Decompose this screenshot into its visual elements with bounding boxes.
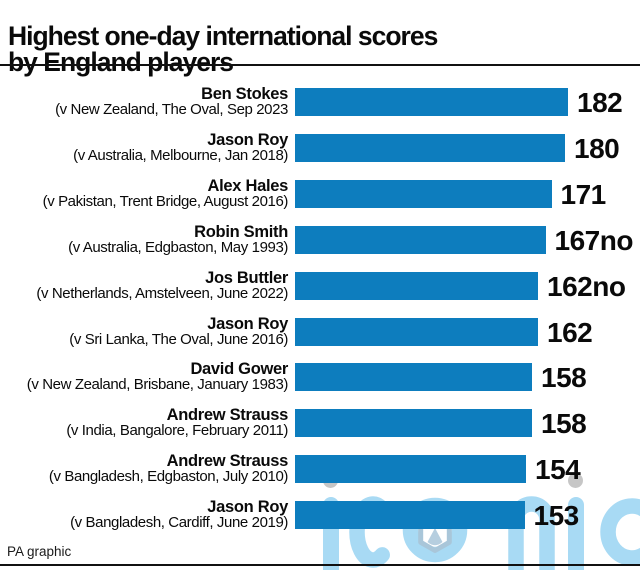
match-detail: (v Australia, Edgbaston, May 1993) (68, 239, 288, 256)
player-name: Andrew Strauss (166, 452, 289, 470)
chart-row: Andrew Strauss (v India, Bangalore, Febr… (0, 406, 640, 439)
row-labels: Jos Buttler (v Netherlands, Amstelveen, … (0, 269, 288, 302)
title-divider (0, 64, 640, 66)
chart-row: Jos Buttler (v Netherlands, Amstelveen, … (0, 269, 640, 302)
score-bar (295, 272, 538, 300)
bottom-divider (0, 564, 640, 566)
player-name: Alex Hales (207, 177, 289, 195)
chart-row: Alex Hales (v Pakistan, Trent Bridge, Au… (0, 177, 640, 210)
score-value: 153 (533, 500, 580, 531)
source-credit: PA graphic (7, 544, 72, 559)
match-detail: (v India, Bangalore, February 2011) (66, 422, 288, 439)
match-detail: (v Bangladesh, Edgbaston, July 2010) (48, 468, 289, 485)
score-bar (295, 501, 525, 529)
score-bar (295, 318, 538, 346)
watermark-i-dot-right (568, 473, 583, 488)
score-bar (295, 226, 546, 254)
score-bar (295, 409, 532, 437)
score-bar (295, 363, 532, 391)
row-labels: David Gower (v New Zealand, Brisbane, Ja… (0, 360, 289, 393)
score-value: 154 (535, 454, 581, 485)
watermark-aperture-blob (427, 528, 443, 546)
match-detail: (v Sri Lanka, The Oval, June 2016) (69, 331, 288, 348)
watermark-letter-c2 (600, 498, 640, 566)
score-bar (295, 180, 552, 208)
bar-chart: Ben Stokes (v New Zealand, The Oval, Sep… (0, 85, 640, 548)
row-labels: Alex Hales (v Pakistan, Trent Bridge, Au… (0, 177, 289, 210)
player-name: Ben Stokes (201, 85, 288, 103)
score-value: 182 (577, 87, 623, 118)
chart-row: Andrew Strauss (v Bangladesh, Edgbaston,… (0, 452, 640, 485)
match-detail: (v New Zealand, Brisbane, January 1983) (26, 376, 289, 393)
match-detail: (v Australia, Melbourne, Jan 2018) (73, 147, 288, 164)
chart-title: Highest one-day international scores by E… (8, 20, 438, 77)
row-labels: Jason Roy (v Sri Lanka, The Oval, June 2… (0, 315, 288, 348)
match-detail: (v New Zealand, The Oval, Sep 2023 (55, 101, 288, 118)
score-value: 162 (547, 317, 593, 348)
match-detail: (v Pakistan, Trent Bridge, August 2016) (42, 193, 289, 210)
player-name: Jos Buttler (205, 269, 288, 287)
match-detail: (v Netherlands, Amstelveen, June 2022) (36, 285, 288, 302)
score-bar (295, 88, 568, 116)
player-name: David Gower (190, 360, 288, 378)
player-name: Robin Smith (194, 223, 288, 241)
row-labels: Andrew Strauss (v Bangladesh, Edgbaston,… (0, 452, 289, 485)
player-name: Andrew Strauss (166, 406, 289, 424)
chart-row: Ben Stokes (v New Zealand, The Oval, Sep… (0, 85, 640, 118)
chart-row: Jason Roy (v Bangladesh, Cardiff, June 2… (0, 498, 640, 531)
chart-row: Jason Roy (v Sri Lanka, The Oval, June 2… (0, 315, 640, 348)
score-value: 167no (554, 225, 634, 256)
score-value: 162no (547, 271, 626, 302)
row-labels: Jason Roy (v Bangladesh, Cardiff, June 2… (0, 498, 288, 531)
row-labels: Andrew Strauss (v India, Bangalore, Febr… (0, 406, 289, 439)
score-value: 171 (560, 179, 607, 210)
chart-row: David Gower (v New Zealand, Brisbane, Ja… (0, 360, 640, 393)
watermark-letter-i2 (568, 497, 584, 570)
player-name: Jason Roy (207, 498, 288, 516)
chart-row: Robin Smith (v Australia, Edgbaston, May… (0, 223, 640, 256)
chart-row: Jason Roy (v Australia, Melbourne, Jan 2… (0, 131, 640, 164)
chart-title-line1: Highest one-day international scores (8, 20, 438, 51)
match-detail: (v Bangladesh, Cardiff, June 2019) (70, 514, 288, 531)
score-value: 180 (574, 133, 620, 164)
score-bar (295, 134, 565, 162)
row-labels: Robin Smith (v Australia, Edgbaston, May… (0, 223, 288, 256)
row-labels: Ben Stokes (v New Zealand, The Oval, Sep… (0, 85, 288, 118)
score-bar (295, 455, 526, 483)
score-value: 158 (541, 408, 587, 439)
score-value: 158 (541, 362, 587, 393)
chart-title-line2: by England players (8, 46, 234, 77)
player-name: Jason Roy (207, 131, 288, 149)
player-name: Jason Roy (207, 315, 288, 333)
row-labels: Jason Roy (v Australia, Melbourne, Jan 2… (0, 131, 288, 164)
